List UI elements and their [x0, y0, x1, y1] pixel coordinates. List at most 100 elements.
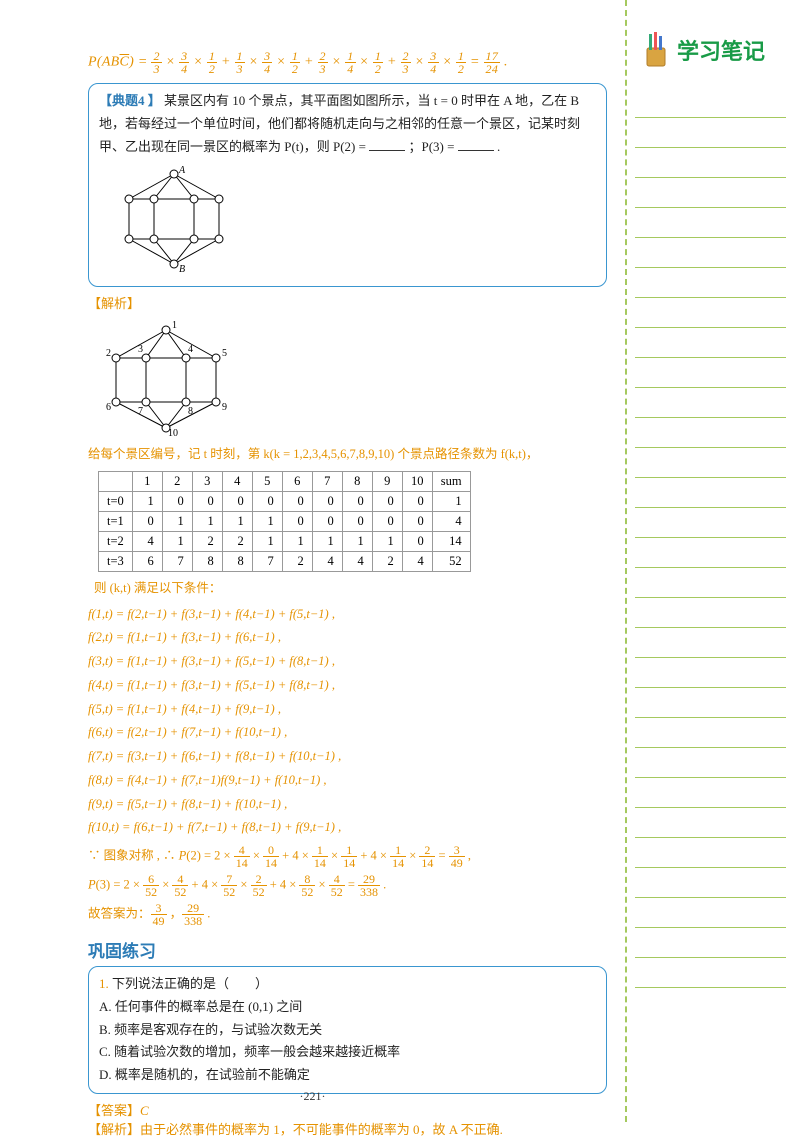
table-cell: 2 — [372, 551, 402, 571]
table-cell: 0 — [252, 491, 282, 511]
note-line — [635, 298, 786, 328]
note-line — [635, 328, 786, 358]
notes-title: 学习笔记 — [677, 34, 765, 66]
table-cell: 0 — [312, 491, 342, 511]
table-header: 3 — [192, 471, 222, 491]
final-answer: 故答案为：349 ，29338 . — [88, 902, 607, 927]
answer-tag: 【答案】 — [88, 1103, 140, 1118]
svg-text:10: 10 — [168, 428, 178, 438]
problem4-text-a: 某景区内有 10 个景点，其平面图如图所示，当 t = 0 时甲在 A 地，乙在… — [99, 93, 580, 154]
table-cell: 0 — [402, 511, 432, 531]
table-cell: t=2 — [99, 531, 133, 551]
svg-text:9: 9 — [222, 402, 227, 413]
table-cell: 1 — [132, 491, 162, 511]
svg-text:8: 8 — [188, 406, 193, 417]
note-line — [635, 478, 786, 508]
table-cell: 8 — [192, 551, 222, 571]
table-cell: 0 — [402, 491, 432, 511]
table-cell: t=1 — [99, 511, 133, 531]
note-line — [635, 508, 786, 538]
table-cell: 1 — [162, 531, 192, 551]
path-count-table: 12345678910sum t=010000000001t=101111000… — [98, 471, 471, 572]
table-header: 2 — [162, 471, 192, 491]
q1-stem: 下列说法正确的是（ ） — [112, 976, 268, 991]
table-header: 10 — [402, 471, 432, 491]
q1-number: 1. — [99, 976, 109, 991]
table-cell: 4 — [342, 551, 372, 571]
q1-option-b: B. 频率是客观存在的，与试验次数无关 — [99, 1019, 596, 1042]
numbered-diagram: 1 2345 6789 10 — [88, 318, 607, 438]
side-dashed-border — [625, 0, 627, 1122]
equation-line: f(3,t) = f(1,t−1) + f(3,t−1) + f(5,t−1) … — [88, 650, 607, 674]
p2-line: ∵ 图象对称 , ∴ P(2) = 2 × 414 × 014 + 4 × 11… — [88, 844, 607, 869]
table-cell: 52 — [432, 551, 470, 571]
table-header: sum — [432, 471, 470, 491]
table-cell: 0 — [282, 491, 312, 511]
note-line — [635, 808, 786, 838]
note-line — [635, 748, 786, 778]
equation-line: f(8,t) = f(4,t−1) + f(7,t−1)f(9,t−1) + f… — [88, 769, 607, 793]
table-row: t=010000000001 — [99, 491, 471, 511]
note-line — [635, 238, 786, 268]
table-cell: 4 — [132, 531, 162, 551]
svg-text:6: 6 — [106, 402, 111, 413]
table-header: 8 — [342, 471, 372, 491]
note-line — [635, 628, 786, 658]
table-cell: 0 — [372, 491, 402, 511]
note-line — [635, 688, 786, 718]
table-cell: 6 — [132, 551, 162, 571]
equation-line: f(9,t) = f(5,t−1) + f(8,t−1) + f(10,t−1)… — [88, 793, 607, 817]
pencil-cup-icon — [641, 30, 671, 70]
q1-option-a: A. 任何事件的概率总是在 (0,1) 之间 — [99, 996, 596, 1019]
table-cell: 7 — [162, 551, 192, 571]
svg-text:2: 2 — [106, 348, 111, 359]
table-cell: 1 — [312, 531, 342, 551]
practice-q1-box: 1. 下列说法正确的是（ ） A. 任何事件的概率总是在 (0,1) 之间 B.… — [88, 966, 607, 1094]
problem4-box: 【典题4 】 某景区内有 10 个景点，其平面图如图所示，当 t = 0 时甲在… — [88, 83, 607, 287]
table-row: t=101111000004 — [99, 511, 471, 531]
q1-option-d: D. 概率是随机的，在试验前不能确定 — [99, 1064, 596, 1087]
note-line — [635, 568, 786, 598]
table-cell: 1 — [372, 531, 402, 551]
practice-title: 巩固练习 — [88, 937, 607, 962]
note-line — [635, 778, 786, 808]
note-line — [635, 718, 786, 748]
note-line — [635, 898, 786, 928]
equation-line: f(6,t) = f(2,t−1) + f(7,t−1) + f(10,t−1)… — [88, 721, 607, 745]
table-cell: t=0 — [99, 491, 133, 511]
table-header: 5 — [252, 471, 282, 491]
answer-value: C — [140, 1103, 149, 1118]
table-cell: 1 — [192, 511, 222, 531]
table-header: 4 — [222, 471, 252, 491]
table-row: t=2412211111014 — [99, 531, 471, 551]
note-line — [635, 538, 786, 568]
note-lines — [625, 78, 794, 988]
table-cell: 7 — [252, 551, 282, 571]
top-formula: P(ABC) = 23 × 34 × 12 + 13 × 34 × 12 + 2… — [88, 50, 607, 75]
svg-text:3: 3 — [138, 344, 143, 355]
svg-text:B: B — [179, 264, 185, 274]
svg-text:1: 1 — [172, 320, 177, 331]
note-line — [635, 388, 786, 418]
conditions-label: 则 (k,t) 满足以下条件： — [94, 578, 607, 599]
problem4-tag: 【典题4 】 — [99, 93, 161, 108]
table-cell: 0 — [192, 491, 222, 511]
table-cell: 8 — [222, 551, 252, 571]
problem4-text-c: . — [497, 139, 500, 154]
table-header: 7 — [312, 471, 342, 491]
table-cell: 1 — [252, 531, 282, 551]
note-line — [635, 658, 786, 688]
equation-list: f(1,t) = f(2,t−1) + f(3,t−1) + f(4,t−1) … — [88, 603, 607, 841]
analysis-tag: 【解析】 — [88, 293, 607, 312]
equation-line: f(7,t) = f(3,t−1) + f(6,t−1) + f(8,t−1) … — [88, 745, 607, 769]
blank2 — [458, 138, 494, 151]
equation-line: f(5,t) = f(1,t−1) + f(4,t−1) + f(9,t−1) … — [88, 698, 607, 722]
note-line — [635, 208, 786, 238]
table-cell: 0 — [372, 511, 402, 531]
table-cell: 0 — [402, 531, 432, 551]
note-line — [635, 148, 786, 178]
problem-diagram-1: A B — [99, 164, 596, 274]
note-line — [635, 838, 786, 868]
table-cell: 4 — [402, 551, 432, 571]
table-cell: 0 — [312, 511, 342, 531]
